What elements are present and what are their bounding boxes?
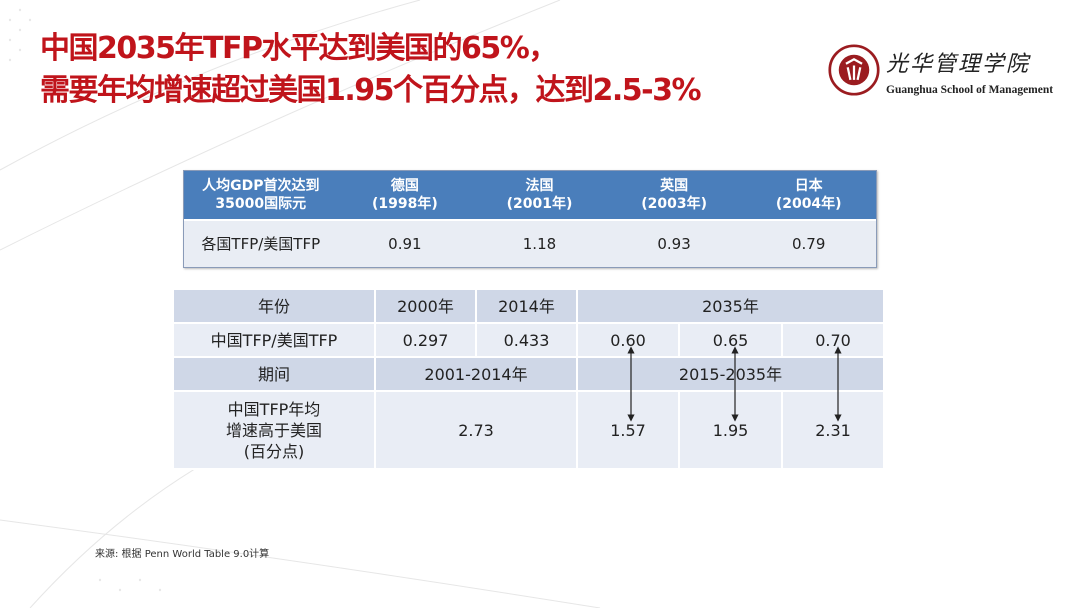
table1-row-label: 各国TFP/美国TFP xyxy=(201,235,321,253)
logo-english-name: Guanghua School of Management xyxy=(886,84,1054,96)
table1-cell: 1.18 xyxy=(522,235,557,253)
table2-cell: 1.95 xyxy=(680,392,783,470)
country-year: (2003年) xyxy=(641,196,707,212)
table1-header-germany: 德国 (1998年) xyxy=(338,171,473,219)
table2-cell: 2000年 xyxy=(376,290,477,324)
table2-cell: 0.65 xyxy=(680,324,783,358)
china-tfp-table: 年份 2000年 2014年 2035年 中国TFP/美国TFP 0.297 0… xyxy=(174,290,885,470)
table2-cell: 2015-2035年 xyxy=(578,358,885,392)
guanghua-logo: 光华管理学院 Guanghua School of Management xyxy=(828,44,1076,106)
table2-cell: 0.70 xyxy=(783,324,885,358)
table1-cell: 0.79 xyxy=(791,235,826,253)
logo-chinese-name: 光华管理学院 xyxy=(886,52,1031,77)
country-year: (1998年) xyxy=(371,196,438,212)
title-line-1: 中国2035年TFP水平达到美国的65%， xyxy=(40,31,558,66)
country-year: (2001年) xyxy=(506,196,573,212)
country-name: 法国 xyxy=(525,178,554,194)
table2-cell: 1.57 xyxy=(578,392,680,470)
country-name: 日本 xyxy=(794,178,823,194)
table2-cell: 0.433 xyxy=(477,324,578,358)
growth-row-label: 中国TFP年均 增速高于美国 (百分点) xyxy=(174,392,376,470)
table2-cell: 2.31 xyxy=(783,392,885,470)
year-row: 年份 2000年 2014年 2035年 xyxy=(174,290,885,324)
country-name: 德国 xyxy=(390,178,419,194)
peking-university-seal-icon xyxy=(828,44,880,96)
table2-cell: 0.297 xyxy=(376,324,477,358)
table1-header-uk: 英国 (2003年) xyxy=(607,171,742,219)
ratio-row: 中国TFP/美国TFP 0.297 0.433 0.60 0.65 0.70 xyxy=(174,324,885,358)
table1-header-japan: 日本 (2004年) xyxy=(741,171,876,219)
table2-cell: 2014年 xyxy=(477,290,578,324)
growth-row: 中国TFP年均 增速高于美国 (百分点) 2.73 1.57 1.95 2.31 xyxy=(174,392,885,470)
period-row: 期间 2001-2014年 2015-2035年 xyxy=(174,358,885,392)
title-line-2: 需要年均增速超过美国1.95个百分点，达到2.5-3% xyxy=(40,73,702,108)
table2-cell: 2001-2014年 xyxy=(376,358,578,392)
country-name: 英国 xyxy=(660,178,689,194)
source-note: 来源: 根据 Penn World Table 9.0计算 xyxy=(95,549,270,560)
table2-cell: 0.60 xyxy=(578,324,680,358)
period-row-label: 期间 xyxy=(174,358,376,392)
year-row-label: 年份 xyxy=(174,290,376,324)
table1-header-row: 人均GDP首次达到 35000国际元 德国 (1998年) 法国 (2001年) 英… xyxy=(184,171,876,219)
tfp-comparison-table: 人均GDP首次达到 35000国际元 德国 (1998年) 法国 (2001年) 英… xyxy=(183,170,877,268)
table1-cell: 0.93 xyxy=(657,235,691,253)
table1-header-france: 法国 (2001年) xyxy=(472,171,607,219)
slide-title: 中国2035年TFP水平达到美国的65%， 需要年均增速超过美国1.95个百分点… xyxy=(40,28,702,112)
country-year: (2004年) xyxy=(775,196,842,212)
table1-data-row: 各国TFP/美国TFP 0.91 1.18 0.93 0.79 xyxy=(184,219,876,267)
table2-cell: 2035年 xyxy=(578,290,885,324)
ratio-row-label: 中国TFP/美国TFP xyxy=(174,324,376,358)
table2-cell: 2.73 xyxy=(376,392,578,470)
table1-header-label: 人均GDP首次达到 35000国际元 xyxy=(202,178,320,212)
table1-cell: 0.91 xyxy=(388,235,422,253)
